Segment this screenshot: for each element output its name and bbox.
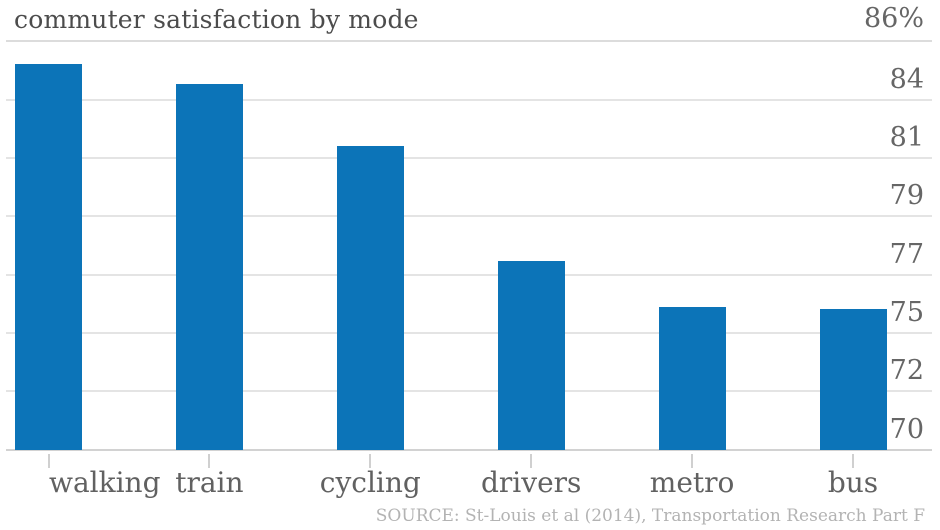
x-axis-label-train: train: [175, 466, 244, 499]
x-axis-label-bus: bus: [827, 466, 879, 499]
gridline: [6, 156, 932, 159]
y-axis-tick-label: 77: [889, 238, 924, 270]
source-note: SOURCE: St-Louis et al (2014), Transport…: [375, 506, 925, 526]
bar-cycling: [336, 145, 404, 450]
gridline: [6, 273, 932, 276]
bar-drivers: [497, 260, 565, 450]
y-axis-tick-label: 75: [889, 297, 924, 329]
x-axis-tick: [530, 454, 533, 468]
y-axis-tick-label: 81: [889, 121, 924, 153]
bar-walking: [15, 64, 82, 450]
y-axis-tick-label: 70: [889, 414, 924, 445]
y-axis-unit-label: 86%: [863, 3, 924, 34]
x-axis-tick: [208, 454, 211, 468]
x-axis-tick: [47, 454, 50, 468]
x-axis-label-walking: walking: [49, 466, 161, 499]
title-underline-gridline: [6, 40, 932, 42]
x-axis-label-drivers: drivers: [480, 466, 582, 499]
baseline: [6, 449, 932, 451]
chart-title: commuter satisfaction by mode: [14, 5, 419, 34]
x-axis-label-metro: metro: [649, 466, 735, 499]
y-axis-tick-label: 84: [889, 63, 924, 95]
gridline: [6, 390, 932, 393]
gridline: [6, 332, 932, 335]
y-axis-tick-label: 79: [889, 180, 924, 212]
x-axis-tick: [369, 454, 372, 468]
y-axis-tick-label: 72: [889, 355, 924, 387]
gridline: [6, 215, 932, 218]
gridline: [6, 98, 932, 101]
bar-bus: [819, 309, 887, 450]
x-axis-label-cycling: cycling: [319, 466, 421, 499]
bar-train: [175, 84, 243, 450]
x-axis-tick: [852, 454, 854, 468]
bar-metro: [658, 306, 726, 450]
x-axis-tick: [691, 454, 694, 468]
